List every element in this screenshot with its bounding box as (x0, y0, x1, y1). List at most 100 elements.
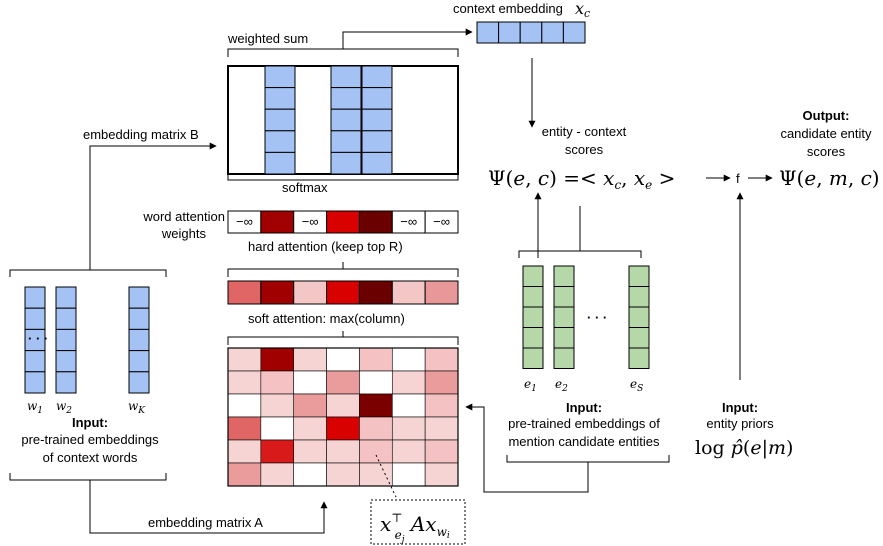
entity-context-label-1: entity - context (542, 124, 627, 139)
word-attention-row: −∞ −∞ −∞ −∞ (228, 211, 458, 233)
input-entities-line1: pre-trained embeddings of (508, 416, 660, 431)
word-attention-cell (261, 211, 294, 233)
entity-ellipsis: · · · (587, 310, 607, 325)
context-embedding-symbol: xc (575, 0, 590, 20)
score-matrix (228, 348, 458, 486)
score-cell (228, 394, 261, 417)
word-vector-w2-cell (56, 329, 76, 350)
soft-attention-label: soft attention: max(column) (248, 311, 405, 326)
word-attention-weights-label-2: weights (161, 226, 207, 241)
neg-infinity-label: −∞ (236, 214, 253, 229)
word-vector-w1-cell (25, 308, 45, 329)
weighted-column-cell (331, 88, 361, 110)
score-cell (261, 440, 294, 463)
score-cell (294, 371, 327, 394)
hard-attention-label: hard attention (keep top R) (248, 239, 403, 254)
score-cell (261, 394, 294, 417)
score-cell (294, 463, 327, 486)
soft-attention-cell (327, 281, 360, 304)
word-label-w1: w1 (27, 399, 43, 416)
soft-attention-cell (228, 281, 261, 304)
input-priors-title: Input: (722, 400, 758, 415)
psi-emc-formula: Ψ(e, m, c) (779, 166, 880, 190)
score-cell (261, 348, 294, 371)
score-cell (327, 440, 360, 463)
output-title: Output: (803, 108, 850, 123)
entity-vector-e1-cell (523, 348, 543, 369)
score-cell (359, 394, 392, 417)
score-cell (359, 417, 392, 440)
soft-attention-cell (261, 281, 294, 304)
entity-vector-e1-cell (523, 266, 543, 287)
score-cell (228, 440, 261, 463)
entity-label-e2: e2 (555, 377, 568, 394)
output-line1: candidate entity (780, 126, 872, 141)
bilinear-formula: x⊤ ej Axwi (380, 511, 450, 545)
score-cell (392, 440, 425, 463)
entity-vector-e2-cell (554, 307, 574, 328)
context-embedding-cell (542, 22, 564, 43)
entity-vector-e1-cell (523, 307, 543, 328)
soft-attention-cell (392, 281, 425, 304)
word-label-wK: wK (128, 399, 146, 416)
embedding-matrix-b-label: embedding matrix B (83, 127, 199, 142)
entity-vector-eS-cell (629, 307, 649, 328)
entity-vector-eS-cell (629, 287, 649, 308)
context-embedding-cell (499, 22, 521, 43)
score-cell (425, 371, 458, 394)
weighted-column-cell (331, 109, 361, 131)
score-cell (327, 463, 360, 486)
soft-attention-brace (228, 337, 458, 345)
entity-label-eS: eS (630, 377, 643, 394)
soft-attention-cell (294, 281, 327, 304)
score-cell (261, 417, 294, 440)
context-embedding-label: context embedding (453, 1, 563, 16)
score-cell (261, 463, 294, 486)
input-words-line1: pre-trained embeddings (21, 432, 159, 447)
word-vector-w1-cell (25, 372, 45, 393)
weighted-sum-arrow (343, 32, 472, 49)
word-vector-w2-cell (56, 372, 76, 393)
score-cell (392, 417, 425, 440)
entity-vector-e1-cell (523, 287, 543, 308)
weighted-column-cell (265, 109, 295, 131)
word-top-brace (10, 270, 166, 277)
weighted-column-cell (362, 152, 392, 174)
score-cell (392, 348, 425, 371)
entity-vector-e2-cell (554, 328, 574, 349)
score-cell (359, 371, 392, 394)
context-embedding-cell (520, 22, 542, 43)
word-attention-weights-label-1: word attention (142, 209, 225, 224)
f-label: f (736, 171, 740, 186)
score-cell (425, 394, 458, 417)
weighted-column-cell (331, 66, 361, 88)
entity-vector-e2-cell (554, 287, 574, 308)
entity-bottom-brace (507, 455, 669, 462)
neg-infinity-label: −∞ (400, 214, 417, 229)
word-vector-wK-cell (129, 372, 149, 393)
entity-vector-eS-cell (629, 348, 649, 369)
soft-attention-cell (359, 281, 392, 304)
word-vector-wK-cell (129, 287, 149, 308)
score-cell (228, 417, 261, 440)
word-vector-wK-cell (129, 351, 149, 372)
entity-top-brace (519, 251, 641, 258)
word-vector-wK-cell (129, 329, 149, 350)
context-embedding-cell (477, 22, 499, 43)
embedding-matrix-b-arrow (90, 146, 216, 263)
score-cell (359, 440, 392, 463)
weighted-sum-label: weighted sum (227, 31, 308, 46)
entity-context-label-2: scores (565, 142, 604, 157)
soft-attention-cell (425, 281, 458, 304)
word-vector-w2-cell (56, 351, 76, 372)
weighted-column-cell (362, 66, 392, 88)
score-cell (294, 348, 327, 371)
weighted-sum-brace (228, 49, 458, 57)
weighted-column-cell (331, 152, 361, 174)
score-cell (327, 394, 360, 417)
score-cell (425, 463, 458, 486)
output-line2: scores (807, 144, 846, 159)
score-cell (392, 394, 425, 417)
soft-attention-row (228, 281, 458, 304)
